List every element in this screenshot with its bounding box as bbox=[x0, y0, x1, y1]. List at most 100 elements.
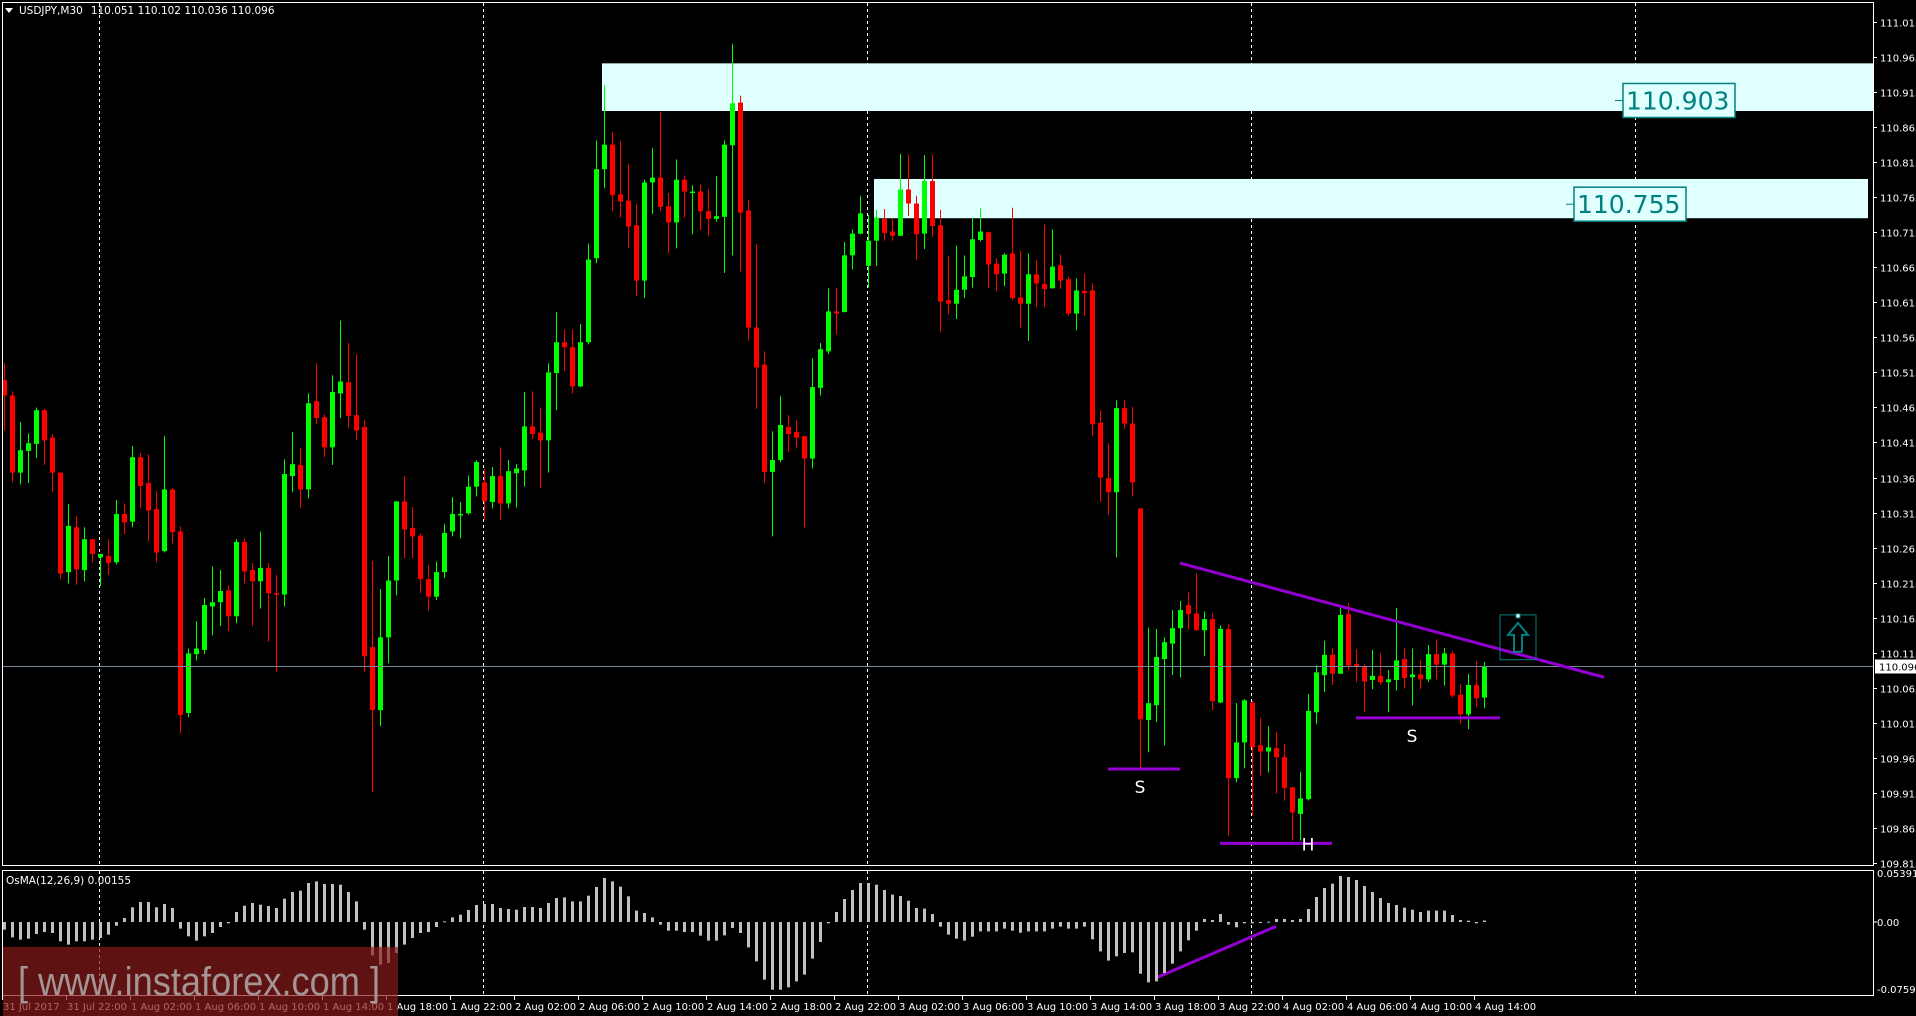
osma-bar bbox=[1083, 922, 1086, 927]
osma-bar bbox=[611, 881, 614, 922]
candle-body bbox=[1418, 674, 1423, 680]
osma-bar bbox=[1219, 914, 1222, 922]
candle bbox=[626, 163, 631, 249]
osma-label: OsMA(12,26,9) 0.00155 bbox=[6, 875, 131, 887]
candle bbox=[1354, 649, 1359, 683]
resistance-zone[interactable] bbox=[874, 178, 1868, 219]
candle-body bbox=[586, 259, 591, 343]
candle-body bbox=[1242, 700, 1247, 743]
osma-bar bbox=[515, 909, 518, 922]
candle bbox=[866, 214, 871, 288]
candle-body bbox=[1194, 613, 1199, 631]
candle-body bbox=[538, 432, 543, 441]
candle-body bbox=[1338, 614, 1343, 674]
candle bbox=[1226, 623, 1231, 837]
candle-body bbox=[282, 474, 287, 595]
osma-bar bbox=[75, 922, 78, 942]
price-level-label-box[interactable] bbox=[1622, 82, 1736, 119]
osma-bar bbox=[443, 921, 446, 923]
osma-bar bbox=[819, 922, 822, 942]
main-panel-border bbox=[2, 2, 1874, 866]
osma-bar bbox=[3, 922, 6, 930]
candle-body bbox=[370, 647, 375, 711]
candle bbox=[1058, 254, 1063, 290]
candle-body bbox=[50, 437, 55, 473]
candle bbox=[1314, 665, 1319, 725]
candle-body bbox=[202, 605, 207, 650]
buy-arrow-marker[interactable] bbox=[1499, 613, 1537, 661]
osma-bar bbox=[563, 897, 566, 922]
descending-trendline[interactable] bbox=[1179, 561, 1605, 679]
osma-bar bbox=[963, 922, 966, 941]
triangle-down-icon[interactable] bbox=[5, 8, 13, 13]
instaforex-watermark[interactable]: [ www.instaforex.com ] bbox=[3, 947, 398, 1016]
candle bbox=[1234, 703, 1239, 783]
osma-scale-label: -0.07592 bbox=[1877, 985, 1916, 996]
candle-body bbox=[570, 347, 575, 387]
candle-body bbox=[1162, 642, 1167, 660]
candle-body bbox=[234, 541, 239, 617]
price-tick-label: 110.165 bbox=[1880, 615, 1916, 626]
osma-bar bbox=[1299, 918, 1302, 922]
candle-body bbox=[1282, 757, 1287, 788]
resistance-zones[interactable] bbox=[602, 63, 1873, 219]
osma-bar bbox=[1243, 922, 1246, 924]
price-axis[interactable]: 111.015 110.965 110.915 110.865 110.815 110.7… bbox=[1873, 19, 1916, 996]
indicator-panel-border bbox=[2, 870, 1874, 996]
candle bbox=[98, 553, 103, 587]
osma-bar bbox=[619, 886, 622, 922]
candle bbox=[18, 422, 23, 485]
anchor-handle[interactable] bbox=[1515, 613, 1521, 619]
candle bbox=[650, 148, 655, 215]
osma-bar bbox=[1227, 922, 1230, 925]
candle-body bbox=[250, 570, 255, 582]
osma-bar bbox=[931, 914, 934, 922]
candle bbox=[746, 200, 751, 341]
candle bbox=[1170, 609, 1175, 676]
candle bbox=[1178, 600, 1183, 678]
time-tick-label: 2 Aug 22:00 bbox=[835, 1002, 896, 1013]
candle-body bbox=[1226, 628, 1231, 779]
chart-header: USDJPY,M30 110.051 110.102 110.036 110.09… bbox=[5, 5, 275, 17]
candle bbox=[34, 407, 39, 458]
candle bbox=[122, 503, 127, 535]
candle-body bbox=[298, 464, 303, 490]
candle-body bbox=[410, 527, 415, 537]
time-tick-label: 2 Aug 02:00 bbox=[515, 1002, 576, 1013]
candle bbox=[146, 454, 151, 542]
osma-bar bbox=[955, 922, 958, 939]
osma-bar bbox=[1211, 920, 1214, 922]
osma-bar bbox=[203, 922, 206, 937]
pattern-annotations[interactable]: 110.903 110.755 S H S bbox=[1108, 82, 1736, 980]
time-tick-label: 4 Aug 14:00 bbox=[1475, 1002, 1536, 1013]
candle bbox=[378, 588, 383, 727]
osma-bar bbox=[707, 922, 710, 941]
osma-bar bbox=[227, 922, 230, 924]
candle-body bbox=[690, 191, 695, 194]
osma-bar bbox=[763, 922, 766, 980]
osma-bar bbox=[411, 922, 414, 939]
price-tick-label: 110.365 bbox=[1880, 475, 1916, 486]
candle-body bbox=[1154, 656, 1159, 706]
candle bbox=[1474, 661, 1479, 707]
candle-body bbox=[1098, 422, 1103, 478]
price-tick-label: 110.315 bbox=[1880, 510, 1916, 521]
time-tick-label: 1 Aug 18:00 bbox=[387, 1002, 448, 1013]
osma-divergence-line[interactable] bbox=[1155, 924, 1277, 980]
osma-bar bbox=[267, 905, 270, 922]
candle bbox=[570, 329, 575, 394]
osma-bar bbox=[259, 904, 262, 922]
candle bbox=[810, 358, 815, 469]
price-level-label-box[interactable] bbox=[1573, 186, 1687, 222]
head-label: H bbox=[1302, 835, 1315, 855]
osma-bar bbox=[1331, 883, 1334, 922]
osma-bar bbox=[571, 901, 574, 922]
candle bbox=[1306, 694, 1311, 801]
candle-body bbox=[978, 231, 983, 240]
osma-bar bbox=[243, 905, 246, 922]
candle-body bbox=[786, 427, 791, 435]
osma-bar bbox=[915, 907, 918, 922]
osma-bar bbox=[779, 922, 782, 990]
osma-bar bbox=[1203, 918, 1206, 922]
